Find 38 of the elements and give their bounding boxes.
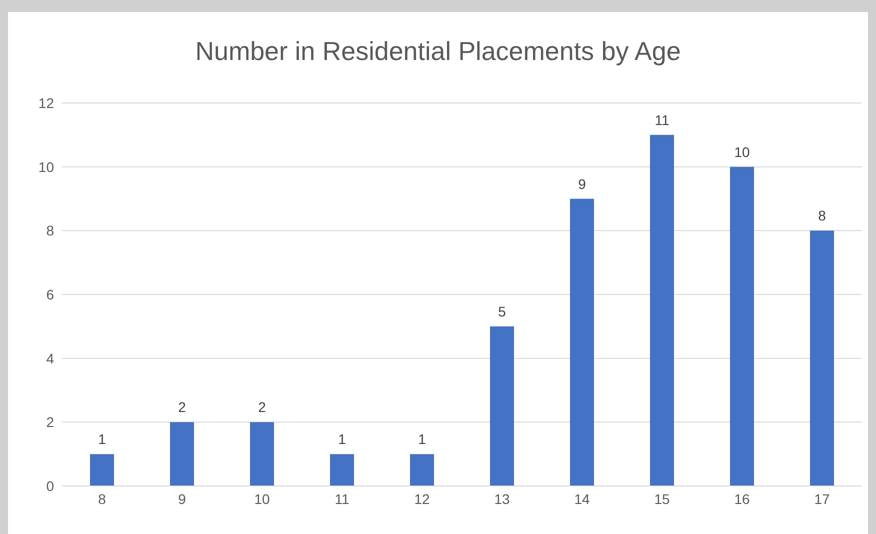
data-label: 1 — [98, 431, 106, 448]
y-tick-label: 4 — [46, 350, 54, 366]
bar — [810, 230, 834, 486]
y-tick-label: 10 — [38, 158, 54, 175]
bar — [650, 134, 674, 486]
x-tick-label: 11 — [334, 490, 350, 507]
bar — [730, 166, 754, 486]
x-tick-label: 12 — [414, 490, 430, 507]
bar — [410, 454, 434, 486]
x-tick-label: 8 — [98, 490, 106, 507]
x-tick-label: 17 — [814, 490, 830, 507]
y-tick-label: 2 — [46, 414, 54, 430]
data-label: 5 — [498, 303, 506, 320]
data-label: 2 — [178, 399, 186, 416]
chart-title: Number in Residential Placements by Age — [194, 36, 682, 67]
data-label: 2 — [258, 399, 266, 416]
data-label: 9 — [578, 176, 586, 192]
data-label: 11 — [654, 112, 670, 128]
data-label: 8 — [818, 208, 826, 224]
y-tick-label: 8 — [46, 222, 54, 239]
y-tick-label: 12 — [38, 94, 54, 111]
data-label: 1 — [338, 431, 346, 448]
bar — [250, 422, 274, 486]
x-tick-label: 10 — [254, 490, 270, 507]
data-label: 10 — [734, 144, 750, 160]
bar — [330, 454, 354, 486]
x-tick-label: 14 — [574, 490, 590, 507]
bar — [170, 422, 194, 486]
y-tick-label: 0 — [46, 478, 54, 494]
data-label: 1 — [418, 431, 426, 448]
x-tick-label: 13 — [494, 490, 510, 507]
bar — [570, 198, 594, 486]
y-tick-label: 6 — [46, 286, 54, 302]
x-tick-label: 9 — [178, 490, 186, 507]
bar — [490, 326, 514, 486]
bar — [90, 454, 114, 486]
x-tick-label: 16 — [734, 490, 750, 507]
x-tick-label: 15 — [654, 490, 670, 507]
